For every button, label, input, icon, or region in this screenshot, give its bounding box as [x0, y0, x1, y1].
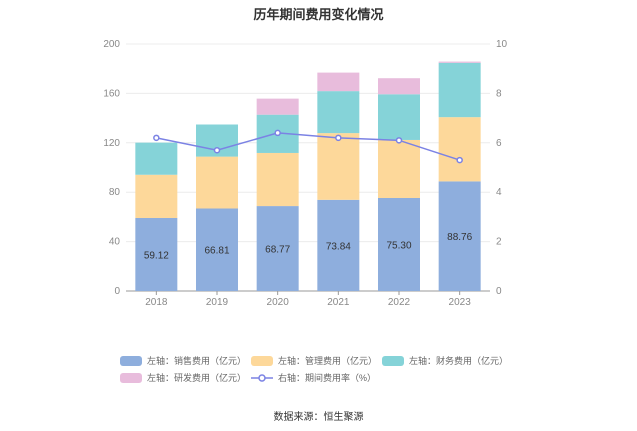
bar-2022-series-1 — [378, 139, 420, 199]
chart-plot: 0 40 80 120 160 200 0 2 4 6 8 10 2018 59.12 2019 66.81 2… — [103, 39, 508, 308]
bar-2018-series-1 — [135, 174, 178, 218]
legend-swatch — [251, 355, 273, 366]
y-right-tick-label: 2 — [496, 237, 502, 248]
y-left-tick-label: 160 — [103, 88, 120, 99]
rate-point-2018 — [153, 134, 160, 142]
legend-item[interactable]: 左轴：财务费用（亿元） — [382, 354, 513, 367]
y-left-tick-label: 40 — [109, 237, 121, 248]
rate-point-2023 — [456, 156, 463, 164]
x-tick-label: 2019 — [206, 297, 229, 308]
y-left-tick-label: 0 — [114, 286, 120, 297]
bar-2021-series-2 — [317, 91, 360, 134]
y-right-tick-label: 6 — [496, 138, 502, 149]
bar-2020-series-3 — [256, 98, 299, 115]
chart-legend: 左轴：销售费用（亿元） 左轴：管理费用（亿元） 左轴：财务费用（亿元） 左轴：研发费用… — [120, 352, 540, 386]
y-right-tick-label: 0 — [496, 286, 502, 297]
chart-title: 历年期间费用变化情况 — [253, 7, 384, 22]
bar-2022-series-3 — [378, 78, 420, 95]
legend-label: 左轴：销售费用（亿元） — [147, 356, 247, 366]
rate-point-2020 — [274, 129, 281, 137]
y-right-tick-label: 10 — [496, 39, 508, 50]
bar-2021-series-0 — [317, 199, 360, 291]
legend-swatch — [382, 355, 404, 366]
bar-2019-series-1 — [196, 156, 238, 209]
legend-label: 右轴：期间费用率（%） — [278, 373, 377, 383]
legend-swatch — [120, 372, 142, 383]
y-left-tick-label: 200 — [103, 39, 120, 50]
bar-2019-series-0 — [196, 208, 238, 291]
legend-label: 左轴：管理费用（亿元） — [278, 356, 378, 366]
legend-swatch — [120, 355, 142, 366]
bar-2023-series-0 — [438, 181, 481, 291]
bar-2020-series-0 — [256, 206, 299, 291]
legend-swatch — [251, 373, 273, 382]
x-tick-label: 2021 — [327, 297, 350, 308]
data-label: 75.30 — [386, 241, 411, 252]
y-right-tick-label: 4 — [496, 187, 502, 198]
rate-line — [156, 132, 460, 161]
data-label: 73.84 — [326, 241, 351, 252]
y-left-tick-label: 120 — [103, 138, 120, 149]
legend-item[interactable]: 右轴：期间费用率（%） — [251, 371, 382, 384]
legend-label: 左轴：研发费用（亿元） — [147, 373, 247, 383]
legend-label: 左轴：财务费用（亿元） — [409, 356, 509, 366]
bar-2021-series-1 — [317, 133, 360, 200]
x-tick-label: 2023 — [449, 297, 472, 308]
legend-item[interactable]: 左轴：销售费用（亿元） — [120, 354, 251, 367]
data-label: 66.81 — [204, 246, 229, 257]
x-tick-label: 2018 — [145, 297, 168, 308]
bar-2022-series-0 — [378, 198, 420, 291]
rate-point-2021 — [335, 134, 342, 142]
rate-point-2019 — [213, 146, 221, 154]
data-label: 68.77 — [265, 245, 290, 256]
bar-2023-series-1 — [438, 117, 481, 182]
bar-2020-series-1 — [256, 152, 299, 207]
bar-2021-series-3 — [317, 72, 360, 92]
legend-item[interactable]: 左轴：研发费用（亿元） — [120, 371, 251, 384]
bar-2018-series-0 — [135, 217, 178, 291]
bar-2023-series-3 — [438, 61, 481, 63]
y-left-tick-label: 80 — [109, 187, 121, 198]
bar-2022-series-2 — [378, 94, 420, 140]
legend-item[interactable]: 左轴：管理费用（亿元） — [251, 354, 382, 367]
bar-2023-series-2 — [438, 62, 481, 118]
x-tick-label: 2022 — [388, 297, 411, 308]
y-right-tick-label: 8 — [496, 88, 502, 99]
legend-row: 左轴：销售费用（亿元） 左轴：管理费用（亿元） 左轴：财务费用（亿元） — [120, 352, 540, 369]
bar-2018-series-2 — [135, 142, 178, 175]
data-label: 59.12 — [144, 250, 169, 261]
rate-point-2022 — [395, 137, 403, 144]
x-tick-label: 2020 — [267, 297, 290, 308]
data-label: 88.76 — [447, 232, 472, 243]
data-source: 数据来源：恒生聚源 — [273, 412, 364, 423]
legend-row: 左轴：研发费用（亿元） 右轴：期间费用率（%） — [120, 369, 540, 386]
